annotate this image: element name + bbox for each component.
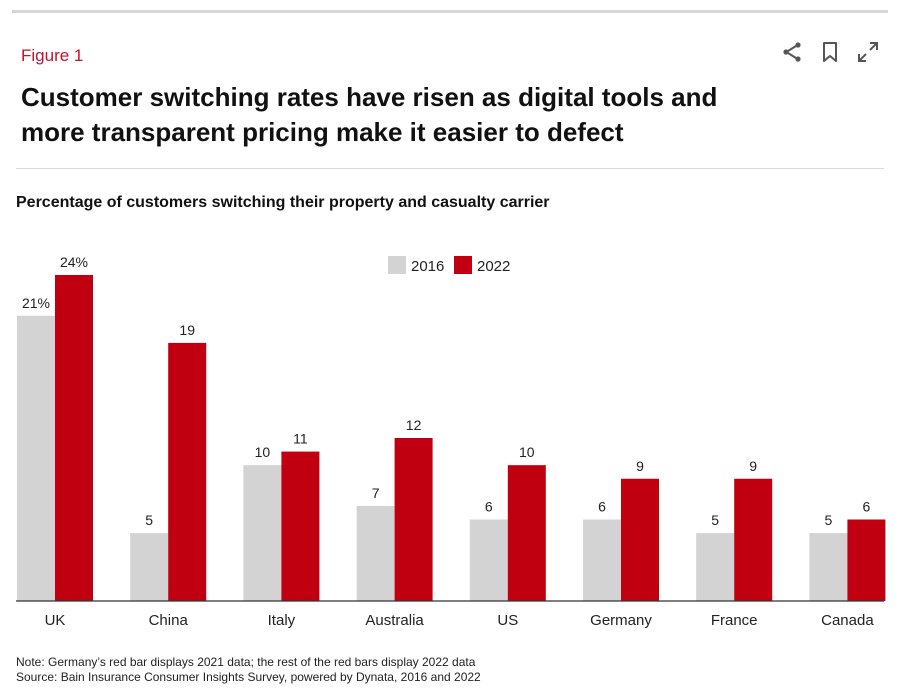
- data-label-2022-canada: 6: [863, 499, 871, 515]
- data-label-2016-uk: 21%: [22, 295, 50, 311]
- bar-2016-uk: [17, 315, 55, 601]
- data-label-2016-australia: 7: [372, 485, 380, 501]
- bar-2016-us: [469, 519, 508, 601]
- legend-label-2022: 2022: [477, 258, 510, 275]
- data-label-2016-canada: 5: [825, 512, 833, 528]
- data-label-2022-australia: 12: [406, 417, 422, 433]
- figure-title: Customer switching rates have risen as d…: [21, 82, 718, 147]
- bar-2016-australia: [356, 505, 395, 601]
- legend-swatch-2016: [388, 256, 406, 274]
- x-tick-label-germany: Germany: [590, 612, 652, 629]
- bar-2016-china: [130, 533, 169, 601]
- x-tick-label-canada: Canada: [821, 612, 874, 629]
- expand-icon[interactable]: [856, 40, 880, 64]
- bar-chart: 21% 24% UK 5 19 China 10 11 Italy 7 12 Australia 6 10…: [16, 254, 886, 629]
- data-label-2022-china: 19: [179, 322, 195, 338]
- legend-label-2016: 2016: [411, 258, 444, 275]
- bar-2022-australia: [394, 438, 433, 601]
- x-tick-label-australia: Australia: [365, 612, 424, 629]
- figure-label: Figure 1: [21, 46, 84, 65]
- data-label-2022-italy: 11: [293, 431, 308, 447]
- legend-swatch-2022: [454, 256, 472, 274]
- bar-2016-italy: [243, 465, 282, 601]
- title-separator: [16, 168, 884, 169]
- bar-2022-us: [507, 465, 546, 601]
- note-text: Note: Germany’s red bar displays 2021 da…: [16, 655, 476, 669]
- x-tick-label-italy: Italy: [268, 612, 296, 629]
- data-label-2022-uk: 24%: [60, 254, 88, 270]
- data-label-2016-france: 5: [711, 512, 719, 528]
- bar-2022-france: [734, 478, 773, 601]
- bar-2022-canada: [847, 519, 886, 601]
- bar-2022-china: [168, 342, 207, 601]
- data-label-2022-us: 10: [519, 444, 535, 460]
- bookmark-icon[interactable]: [818, 40, 842, 64]
- bar-2016-france: [696, 533, 735, 601]
- toolbar: [780, 40, 880, 64]
- bar-2022-italy: [281, 451, 320, 601]
- share-icon[interactable]: [780, 40, 804, 64]
- x-tick-label-china: China: [149, 612, 189, 629]
- data-label-2022-germany: 9: [636, 458, 644, 474]
- top-rule: [12, 10, 888, 13]
- data-label-2016-germany: 6: [598, 499, 606, 515]
- x-tick-label-us: US: [497, 612, 518, 629]
- bar-2022-germany: [621, 478, 659, 601]
- x-tick-label-france: France: [711, 612, 758, 629]
- bar-2022-uk: [55, 275, 93, 601]
- bar-2016-germany: [583, 519, 621, 601]
- x-tick-label-uk: UK: [45, 612, 66, 629]
- data-label-2016-us: 6: [485, 499, 493, 515]
- bar-2016-canada: [809, 533, 848, 601]
- chart-title: Percentage of customers switching their …: [16, 194, 550, 211]
- data-label-2016-italy: 10: [255, 444, 271, 460]
- data-label-2022-france: 9: [749, 458, 757, 474]
- source-text: Source: Bain Insurance Consumer Insights…: [16, 670, 481, 684]
- chart-notes: Note: Germany’s red bar displays 2021 da…: [16, 655, 481, 685]
- data-label-2016-china: 5: [145, 512, 153, 528]
